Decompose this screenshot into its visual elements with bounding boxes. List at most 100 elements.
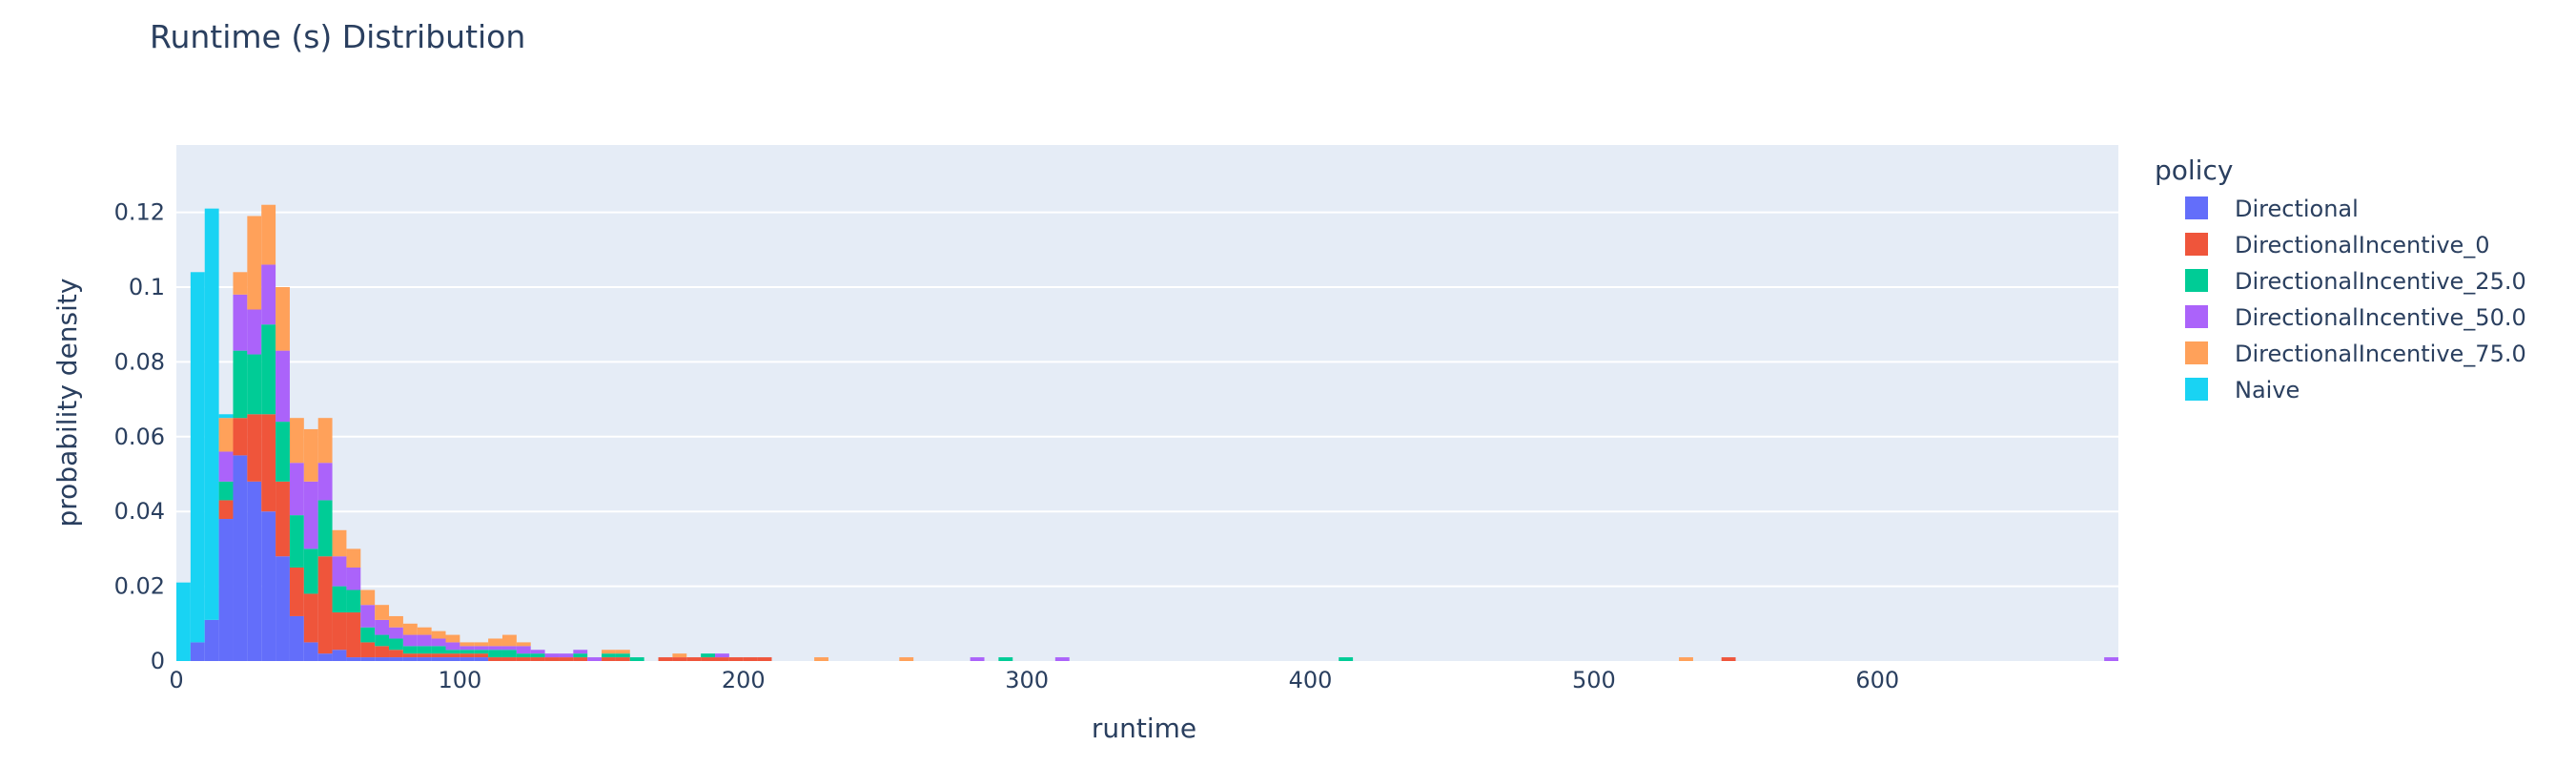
histogram-bar[interactable] (346, 612, 361, 658)
histogram-bar[interactable] (289, 418, 304, 464)
legend-swatch[interactable] (2185, 269, 2208, 292)
histogram-bars[interactable] (176, 204, 2118, 661)
histogram-bar[interactable] (389, 638, 403, 651)
histogram-bar[interactable] (474, 653, 489, 658)
legend-swatch[interactable] (2185, 305, 2208, 328)
histogram-bar[interactable] (431, 653, 446, 658)
histogram-bar[interactable] (544, 653, 560, 658)
histogram-bar[interactable] (276, 350, 290, 423)
histogram-bar[interactable] (261, 414, 276, 512)
histogram-bar[interactable] (289, 615, 304, 661)
histogram-bar[interactable] (431, 638, 446, 647)
legend-item-label[interactable]: DirectionalIncentive_75.0 (2235, 341, 2526, 367)
histogram-bar[interactable] (375, 657, 390, 661)
histogram-bar[interactable] (317, 653, 333, 661)
histogram-bar[interactable] (757, 657, 772, 661)
histogram-bar[interactable] (573, 650, 588, 654)
histogram-bar[interactable] (488, 638, 502, 647)
histogram-bar[interactable] (814, 657, 828, 661)
histogram-bar[interactable] (289, 567, 304, 616)
histogram-bar[interactable] (346, 657, 361, 661)
legend[interactable]: Directional DirectionalIncentive_0 Directi… (2185, 196, 2526, 403)
histogram-bar[interactable] (544, 657, 560, 661)
histogram-bar[interactable] (516, 653, 531, 658)
histogram-bar[interactable] (602, 657, 616, 661)
histogram-bar[interactable] (587, 657, 603, 661)
legend-swatch[interactable] (2185, 233, 2208, 256)
histogram-bar[interactable] (431, 657, 446, 661)
histogram-bar[interactable] (360, 589, 376, 606)
histogram-bar[interactable] (332, 650, 347, 661)
histogram-bar[interactable] (233, 272, 248, 295)
histogram-bar[interactable] (402, 634, 418, 647)
histogram-bar[interactable] (402, 623, 418, 635)
histogram-bar[interactable] (460, 642, 475, 647)
histogram-bar[interactable] (247, 481, 262, 661)
histogram-bar[interactable] (460, 646, 475, 651)
histogram-bar[interactable] (445, 634, 460, 643)
histogram-bar[interactable] (431, 646, 446, 654)
histogram-bar[interactable] (573, 657, 588, 661)
histogram-bar[interactable] (218, 451, 234, 482)
histogram-bar[interactable] (360, 642, 376, 658)
histogram-bar[interactable] (247, 309, 262, 355)
histogram-bar[interactable] (445, 657, 460, 661)
histogram-bar[interactable] (615, 653, 630, 658)
histogram-bar[interactable] (303, 481, 318, 549)
histogram-bar[interactable] (970, 657, 985, 661)
histogram-bar[interactable] (998, 657, 1013, 661)
histogram-bar[interactable] (218, 414, 234, 419)
histogram-bar[interactable] (332, 529, 347, 557)
histogram-bar[interactable] (615, 657, 630, 661)
histogram-bar[interactable] (389, 657, 403, 661)
histogram-bar[interactable] (602, 653, 616, 658)
histogram-bar[interactable] (276, 422, 290, 482)
histogram-bar[interactable] (1339, 657, 1354, 661)
histogram-bar[interactable] (317, 418, 333, 464)
histogram-bar[interactable] (261, 204, 276, 265)
histogram-bar[interactable] (474, 657, 489, 661)
histogram-bar[interactable] (303, 548, 318, 594)
legend-item-label[interactable]: DirectionalIncentive_0 (2235, 232, 2490, 258)
histogram-bar[interactable] (602, 650, 616, 654)
histogram-bar[interactable] (728, 657, 744, 661)
histogram-bar[interactable] (233, 350, 248, 419)
histogram-bar[interactable] (360, 627, 376, 643)
histogram-bar[interactable] (303, 593, 318, 643)
histogram-bar[interactable] (276, 286, 290, 351)
histogram-bar[interactable] (375, 634, 390, 647)
histogram-bar[interactable] (559, 653, 574, 658)
histogram-bar[interactable] (474, 646, 489, 651)
histogram-bar[interactable] (346, 548, 361, 568)
histogram-bar[interactable] (2104, 657, 2118, 661)
histogram-bar[interactable] (474, 642, 489, 647)
legend-swatch[interactable] (2185, 341, 2208, 364)
legend-item-label[interactable]: Directional (2235, 196, 2359, 222)
histogram-bar[interactable] (402, 657, 418, 661)
histogram-bar[interactable] (233, 294, 248, 351)
histogram-bar[interactable] (431, 631, 446, 639)
histogram-bar[interactable] (899, 657, 914, 661)
histogram-bar[interactable] (417, 634, 432, 647)
histogram-bar[interactable] (389, 615, 403, 628)
histogram-bar[interactable] (658, 657, 673, 661)
histogram-bar[interactable] (261, 511, 276, 661)
histogram-bar[interactable] (218, 500, 234, 520)
histogram-bar[interactable] (360, 605, 376, 628)
histogram-bar[interactable] (389, 627, 403, 639)
legend-swatch[interactable] (2185, 196, 2208, 219)
histogram-bar[interactable] (445, 653, 460, 658)
histogram-bar[interactable] (445, 642, 460, 651)
histogram-bar[interactable] (261, 264, 276, 325)
histogram-bar[interactable] (530, 650, 545, 654)
histogram-bar[interactable] (559, 657, 574, 661)
histogram-bar[interactable] (375, 605, 390, 620)
histogram-bar[interactable] (474, 650, 489, 654)
histogram-bar[interactable] (501, 646, 517, 651)
histogram-bar[interactable] (204, 619, 219, 661)
histogram-bar[interactable] (190, 272, 205, 643)
legend-item-label[interactable]: DirectionalIncentive_50.0 (2235, 304, 2526, 331)
histogram-bar[interactable] (530, 653, 545, 658)
histogram-bar[interactable] (247, 414, 262, 482)
histogram-bar[interactable] (289, 515, 304, 568)
